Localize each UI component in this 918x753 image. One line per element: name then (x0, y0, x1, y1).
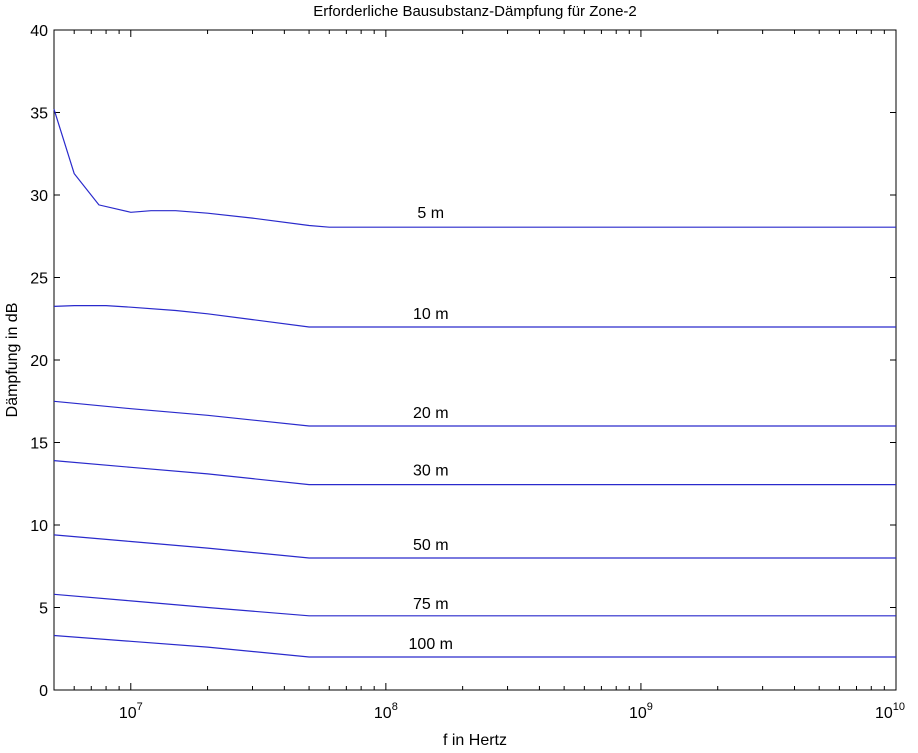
series-line-5m (53, 109, 896, 228)
series-label: 50 m (413, 537, 449, 554)
y-axis-title: Dämpfung in dB (4, 303, 21, 418)
series-label: 5 m (417, 205, 444, 222)
y-tick-label: 0 (39, 683, 48, 700)
plot-area-frame (53, 29, 897, 691)
series-label: 30 m (413, 463, 449, 480)
series-line-75m (53, 593, 896, 617)
series-line-100m (53, 634, 896, 658)
x-tick-label: 1010 (875, 701, 905, 722)
y-tick-label: 20 (30, 353, 48, 370)
y-tick-label: 15 (30, 436, 48, 453)
series-label: 10 m (413, 306, 449, 323)
x-tick-label: 109 (629, 701, 653, 722)
series-label: 75 m (413, 596, 449, 613)
series-lines (53, 109, 896, 658)
series-line-50m (53, 534, 896, 559)
series-line-10m (53, 305, 896, 328)
x-tick-label: 108 (374, 701, 398, 722)
y-tick-label: 5 (39, 601, 48, 618)
series-line-30m (53, 460, 896, 486)
axis-ticks: 0 5 10 15 20 25 30 35 40 107 108 109 1010 (30, 23, 905, 722)
y-tick-label: 10 (30, 518, 48, 535)
series-label: 20 m (413, 405, 449, 422)
series-line-20m (53, 400, 896, 427)
series-labels: 5 m 10 m 20 m 30 m 50 m 75 m 100 m (409, 205, 453, 653)
y-tick-label: 25 (30, 271, 48, 288)
series-label: 100 m (409, 636, 453, 653)
x-axis-title: f in Hertz (443, 732, 507, 749)
x-tick-label: 107 (119, 701, 143, 722)
y-tick-label: 40 (30, 23, 48, 40)
y-tick-label: 35 (30, 106, 48, 123)
chart-title: Erforderliche Bausubstanz-Dämpfung für Z… (313, 3, 637, 20)
y-tick-label: 30 (30, 188, 48, 205)
